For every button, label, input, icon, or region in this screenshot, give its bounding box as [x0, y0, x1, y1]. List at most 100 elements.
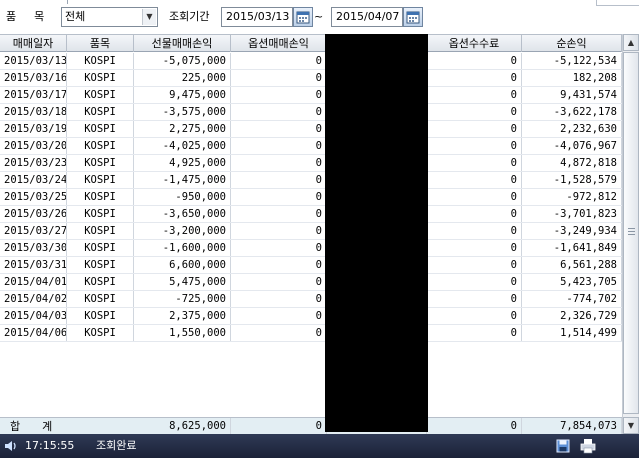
table-row[interactable]: 2015/03/26 KOSPI -3,650,000 0 0 -3,701,823	[0, 206, 622, 223]
total-options-fee: 0	[427, 418, 522, 434]
cell-net-pl: 6,561,288	[522, 257, 622, 273]
item-select[interactable]: 전체 ▼	[61, 7, 158, 27]
cell-date: 2015/03/26	[0, 206, 67, 222]
cell-item: KOSPI	[67, 274, 134, 290]
scrollbar-thumb[interactable]	[623, 52, 639, 414]
calendar-icon[interactable]	[293, 7, 313, 27]
table-row[interactable]: 2015/03/30 KOSPI -1,600,000 0 0 -1,641,849	[0, 240, 622, 257]
cell-futures-pl: -3,200,000	[134, 223, 231, 239]
chevron-down-icon[interactable]: ▼	[142, 9, 156, 25]
cell-futures-pl: 6,600,000	[134, 257, 231, 273]
table-row[interactable]: 2015/03/19 KOSPI 2,275,000 0 0 2,232,630	[0, 121, 622, 138]
cell-options-fee: 0	[427, 172, 522, 188]
cell-date: 2015/03/30	[0, 240, 67, 256]
vertical-scrollbar[interactable]: ▲ ▼	[622, 34, 639, 434]
cell-net-pl: 2,326,729	[522, 308, 622, 324]
table-row[interactable]: 2015/04/02 KOSPI -725,000 0 0 -774,702	[0, 291, 622, 308]
table-row[interactable]: 2015/03/13 KOSPI -5,075,000 0 0 -5,122,534	[0, 53, 622, 70]
grid-header: 매매일자 품목 선물매매손익 옵션매매손익 옵션수수료 순손익	[0, 35, 622, 52]
cell-net-pl: -774,702	[522, 291, 622, 307]
table-row[interactable]: 2015/03/17 KOSPI 9,475,000 0 0 9,431,574	[0, 87, 622, 104]
cell-date: 2015/03/24	[0, 172, 67, 188]
cell-options-fee: 0	[427, 189, 522, 205]
column-header-date[interactable]: 매매일자	[0, 35, 67, 52]
table-row[interactable]: 2015/04/06 KOSPI 1,550,000 0 0 1,514,499	[0, 325, 622, 342]
cell-net-pl: -972,812	[522, 189, 622, 205]
cell-date: 2015/04/01	[0, 274, 67, 290]
date-separator: ~	[314, 10, 324, 23]
column-header-net-pl[interactable]: 순손익	[522, 35, 622, 52]
cell-futures-pl: -1,600,000	[134, 240, 231, 256]
arrow-up-icon[interactable]: ▲	[623, 34, 639, 51]
cell-futures-pl: 1,550,000	[134, 325, 231, 341]
cell-date: 2015/04/06	[0, 325, 67, 341]
table-row[interactable]: 2015/03/24 KOSPI -1,475,000 0 0 -1,528,579	[0, 172, 622, 189]
cell-net-pl: -1,641,849	[522, 240, 622, 256]
cell-item: KOSPI	[67, 223, 134, 239]
cell-futures-pl: -5,075,000	[134, 53, 231, 69]
panel-corner	[596, 0, 639, 6]
cell-date: 2015/03/17	[0, 87, 67, 103]
table-row[interactable]: 2015/04/01 KOSPI 5,475,000 0 0 5,423,705	[0, 274, 622, 291]
cell-item: KOSPI	[67, 138, 134, 154]
cell-item: KOSPI	[67, 155, 134, 171]
cell-options-fee: 0	[427, 206, 522, 222]
table-row[interactable]: 2015/03/20 KOSPI -4,025,000 0 0 -4,076,967	[0, 138, 622, 155]
table-row[interactable]: 2015/03/31 KOSPI 6,600,000 0 0 6,561,288	[0, 257, 622, 274]
date-from-input[interactable]: 2015/03/13	[221, 7, 293, 27]
cell-futures-pl: 4,925,000	[134, 155, 231, 171]
cell-futures-pl: 225,000	[134, 70, 231, 86]
table-row[interactable]: 2015/03/18 KOSPI -3,575,000 0 0 -3,622,178	[0, 104, 622, 121]
cell-options-fee: 0	[427, 257, 522, 273]
cell-options-fee: 0	[427, 325, 522, 341]
table-row[interactable]: 2015/04/03 KOSPI 2,375,000 0 0 2,326,729	[0, 308, 622, 325]
cell-options-pl: 0	[231, 53, 327, 69]
cell-futures-pl: -3,575,000	[134, 104, 231, 120]
cell-date: 2015/03/31	[0, 257, 67, 273]
cell-futures-pl: -4,025,000	[134, 138, 231, 154]
date-to-input[interactable]: 2015/04/07	[331, 7, 403, 27]
cell-futures-pl: 2,275,000	[134, 121, 231, 137]
table-row[interactable]: 2015/03/27 KOSPI -3,200,000 0 0 -3,249,934	[0, 223, 622, 240]
speaker-icon[interactable]	[4, 439, 18, 453]
cell-options-pl: 0	[231, 104, 327, 120]
cell-item: KOSPI	[67, 240, 134, 256]
cell-net-pl: 4,872,818	[522, 155, 622, 171]
cell-net-pl: 9,431,574	[522, 87, 622, 103]
cell-options-pl: 0	[231, 325, 327, 341]
cell-options-pl: 0	[231, 274, 327, 290]
cell-futures-pl: -725,000	[134, 291, 231, 307]
table-row[interactable]: 2015/03/16 KOSPI 225,000 0 0 182,208	[0, 70, 622, 87]
item-select-value: 전체	[65, 10, 86, 23]
cell-item: KOSPI	[67, 308, 134, 324]
column-header-options-fee[interactable]: 옵션수수료	[427, 35, 522, 52]
arrow-down-icon[interactable]: ▼	[623, 417, 639, 434]
column-header-options-pl[interactable]: 옵션매매손익	[231, 35, 327, 52]
cell-options-fee: 0	[427, 308, 522, 324]
calendar-icon[interactable]	[403, 7, 423, 27]
cell-options-fee: 0	[427, 53, 522, 69]
item-label: 품목	[6, 10, 63, 23]
cell-item: KOSPI	[67, 172, 134, 188]
cell-date: 2015/03/23	[0, 155, 67, 171]
cell-net-pl: -3,622,178	[522, 104, 622, 120]
table-row[interactable]: 2015/03/23 KOSPI 4,925,000 0 0 4,872,818	[0, 155, 622, 172]
grip-icon	[628, 228, 635, 236]
print-icon[interactable]	[580, 438, 596, 454]
cell-options-pl: 0	[231, 308, 327, 324]
cell-options-fee: 0	[427, 155, 522, 171]
cell-options-pl: 0	[231, 121, 327, 137]
cell-options-fee: 0	[427, 223, 522, 239]
status-time: 17:15:55	[25, 439, 75, 452]
save-icon[interactable]	[556, 439, 570, 453]
redaction-block	[325, 34, 428, 432]
cell-item: KOSPI	[67, 87, 134, 103]
column-header-futures-pl[interactable]: 선물매매손익	[134, 35, 231, 52]
total-row: 합계 8,625,000 0 0 7,854,073	[0, 417, 622, 434]
cell-futures-pl: -950,000	[134, 189, 231, 205]
cell-item: KOSPI	[67, 104, 134, 120]
table-row[interactable]: 2015/03/25 KOSPI -950,000 0 0 -972,812	[0, 189, 622, 206]
column-header-item[interactable]: 품목	[67, 35, 134, 52]
cell-options-pl: 0	[231, 155, 327, 171]
cell-date: 2015/03/20	[0, 138, 67, 154]
